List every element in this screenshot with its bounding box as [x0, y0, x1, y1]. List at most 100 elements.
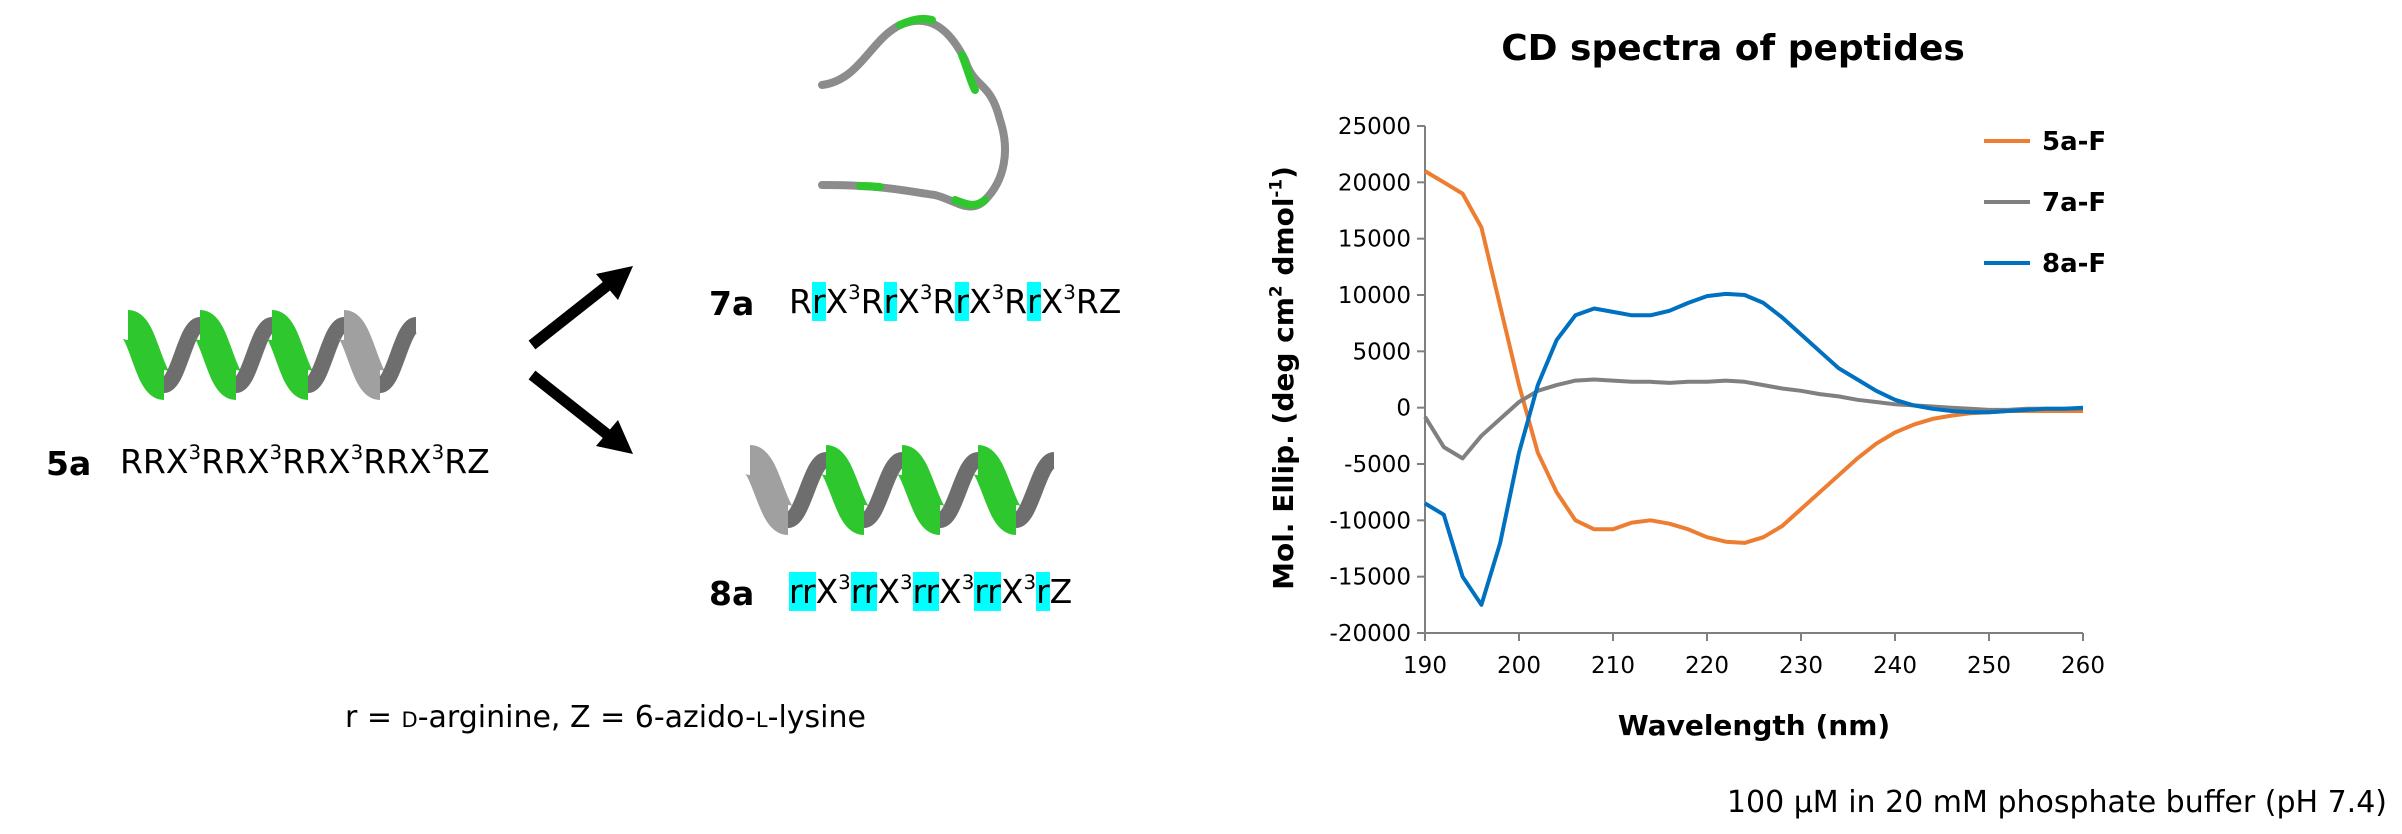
helix-front	[743, 445, 795, 535]
text-part: 3	[919, 281, 933, 305]
arrow-up	[528, 280, 612, 350]
series-line	[1423, 169, 2083, 545]
text-part: Mol. Ellip. (deg cm	[1267, 297, 1300, 590]
legend-label: 8a-F	[2042, 249, 2106, 279]
text-part: RRX	[363, 442, 432, 481]
y-tick-label: -5000	[1344, 452, 1411, 478]
text-part: RZ	[1075, 282, 1122, 321]
x-axis-label: Wavelength (nm)	[1618, 709, 1890, 742]
helix-back	[785, 452, 829, 528]
text-part: 3	[188, 441, 202, 465]
note: 100 µM in 20 mM phosphate buffer (pH 7.4…	[1726, 785, 2387, 820]
helix-front	[819, 445, 871, 535]
text-part: 3	[1063, 281, 1076, 305]
text-part: X	[825, 282, 849, 321]
y-tick-label: -20000	[1330, 621, 1411, 647]
legend-label: 7a-F	[2042, 188, 2106, 218]
text-part: RRX	[201, 442, 270, 481]
text-part: RZ	[444, 442, 490, 481]
text-part: X	[877, 572, 900, 611]
helix-back	[160, 317, 204, 393]
peptide-sequence: RrX3RrX3RrX3RrX3RZ	[789, 282, 1122, 321]
helices	[120, 310, 1057, 535]
arrow-down	[528, 370, 612, 440]
helix-back	[1013, 452, 1057, 528]
text-part: L	[755, 700, 768, 735]
text-part: rr	[789, 572, 816, 611]
text-part: X	[897, 282, 920, 321]
text-part: R	[789, 282, 812, 321]
text-part: Z	[1049, 572, 1073, 611]
text-part: R	[932, 282, 956, 321]
text-part: RRX	[120, 442, 189, 481]
helix-front	[971, 445, 1023, 535]
x-tick-label: 240	[1873, 653, 1917, 679]
text-part: 3	[848, 281, 861, 305]
arrow-head	[596, 266, 633, 300]
helix-front	[120, 310, 172, 400]
text-part: 3	[838, 571, 851, 595]
text-part: X	[968, 282, 992, 321]
arrow-head	[596, 420, 633, 454]
x-tick-label: 200	[1497, 653, 1541, 679]
legend-label: 5a-F	[2042, 127, 2106, 157]
peptide-label: 5a	[46, 444, 92, 483]
text-part: r	[1036, 572, 1050, 611]
chart-title: CD spectra of peptides	[1501, 28, 1965, 69]
coil-segment	[896, 14, 936, 29]
text-part: -arginine, Z = 6-azido-	[417, 700, 756, 735]
text-part: R	[1004, 282, 1028, 321]
x-tick-label: 190	[1403, 653, 1447, 679]
coil-segment	[958, 51, 979, 94]
text-part: 3	[1023, 571, 1037, 595]
arrows	[528, 266, 633, 454]
helix-back	[304, 317, 348, 393]
text-part: 3	[269, 441, 283, 465]
text-part: r	[811, 282, 826, 321]
text-part: dmol	[1267, 197, 1300, 286]
y-tick-label: -10000	[1330, 508, 1411, 534]
text-part: rr	[912, 572, 940, 611]
text-part: r =	[345, 700, 402, 735]
x-tick-label: 220	[1685, 653, 1729, 679]
y-tick-label: 15000	[1338, 227, 1411, 253]
helix-back	[376, 317, 420, 393]
text-part: R	[860, 282, 884, 321]
y-tick-label: -15000	[1330, 565, 1411, 591]
text-part: D	[401, 700, 418, 735]
text-part: 2	[1265, 285, 1286, 298]
peptide-label: 8a	[709, 574, 755, 613]
y-tick-label: 5000	[1352, 339, 1411, 365]
helix-back	[861, 452, 905, 528]
peptide-label: 7a	[709, 284, 755, 323]
text-part: r	[1027, 282, 1041, 321]
coil-segment	[856, 182, 884, 191]
y-tick-label: 0	[1396, 396, 1411, 422]
text-part: 3	[961, 571, 975, 595]
x-tick-label: 250	[1967, 653, 2011, 679]
y-tick-label: 20000	[1338, 170, 1411, 196]
helix-front	[264, 310, 316, 400]
peptide-sequence: RRX3RRX3RRX3RRX3RZ	[120, 442, 490, 481]
coil	[818, 14, 1009, 211]
coil-segment	[951, 196, 989, 209]
helix-back	[937, 452, 981, 528]
text-part: X	[939, 572, 962, 611]
text-part: r	[955, 282, 969, 321]
helix-front	[192, 310, 244, 400]
y-tick-label: 25000	[1338, 114, 1411, 140]
footnote: r = D-arginine, Z = 6-azido-L-lysine	[345, 703, 866, 733]
x-tick-label: 210	[1591, 653, 1635, 679]
text-part: 3	[899, 571, 913, 595]
series-line	[1423, 291, 2084, 607]
y-axis-label: Mol. Ellip. (deg cm2 dmol-1)	[1265, 166, 1300, 590]
series-line	[1423, 377, 2083, 461]
peptide-sequence: rrX3rrX3rrX3rrX3rZ	[789, 572, 1073, 611]
x-tick-label: 230	[1779, 653, 1823, 679]
x-tick-label: 260	[2061, 653, 2105, 679]
text-part: 3	[991, 281, 1005, 305]
text-part: rr	[850, 572, 878, 611]
text-part: -lysine	[767, 700, 866, 735]
text-part: X	[1040, 282, 1064, 321]
